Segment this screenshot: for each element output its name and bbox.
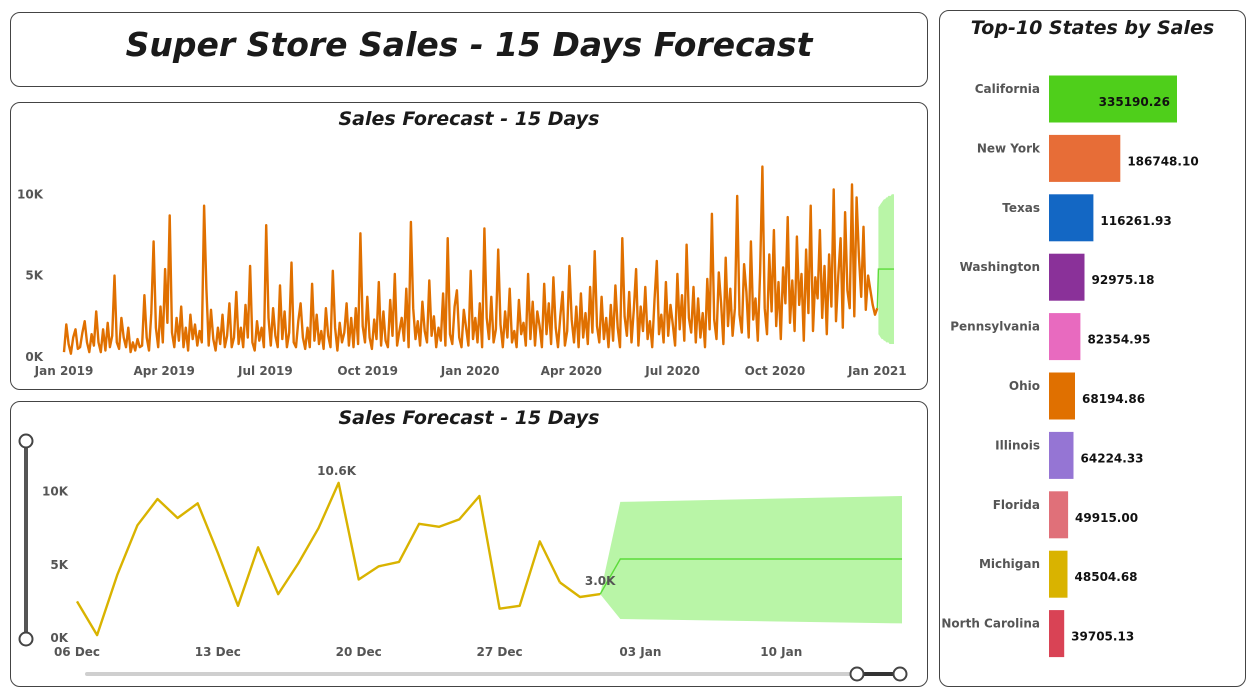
state-label: Washington [960, 260, 1040, 274]
bar-ohio[interactable] [1049, 372, 1075, 420]
bar-texas[interactable] [1049, 194, 1094, 242]
state-label: Illinois [995, 438, 1040, 452]
y-tick-label: 0K [50, 631, 68, 645]
state-label: Pennsylvania [950, 320, 1040, 334]
top-states-chart[interactable]: California 335190.26 New York 186748.10 Texa… [940, 11, 1247, 688]
y-range-slider-top-handle[interactable] [18, 433, 34, 449]
data-label-last: 3.0K [585, 574, 616, 588]
x-tick-label: Jul 2019 [237, 364, 293, 378]
top-states-title: Top-10 States by Sales [970, 17, 1215, 39]
bar-florida[interactable] [1049, 491, 1069, 539]
x-tick-label: Apr 2019 [133, 364, 194, 378]
state-label: Florida [993, 498, 1040, 512]
state-label: North Carolina [941, 617, 1040, 631]
x-tick-label: 20 Dec [336, 645, 382, 659]
value-label: 92975.18 [1092, 273, 1155, 287]
y-tick-label: 10K [42, 485, 69, 499]
x-tick-label: Apr 2020 [541, 364, 602, 378]
bar-illinois[interactable] [1049, 431, 1074, 479]
forecast-line[interactable] [599, 558, 902, 595]
value-label: 48504.68 [1075, 570, 1138, 584]
state-label: Texas [1002, 201, 1040, 215]
sales-forecast-title: Sales Forecast - 15 Days [338, 108, 600, 130]
sales-history-line[interactable] [62, 165, 879, 355]
state-label: New York [977, 141, 1041, 155]
top-states-panel: Top-10 States by Sales California 335190.… [939, 10, 1246, 687]
x-tick-label: 06 Dec [54, 645, 100, 659]
x-tick-label: 10 Jan [760, 645, 802, 659]
value-label: 68194.86 [1082, 392, 1145, 406]
sales-recent-line[interactable] [559, 581, 601, 599]
sales-history-line[interactable] [75, 481, 561, 637]
bar-pennsylvania[interactable] [1049, 313, 1081, 361]
value-label: 49915.00 [1075, 511, 1138, 525]
x-range-slider-right-handle[interactable] [892, 666, 908, 682]
dashboard-title: Super Store Sales - 15 Days Forecast [125, 25, 813, 64]
x-tick-label: 13 Dec [195, 645, 241, 659]
sales-forecast-chart[interactable]: 0K 5K 10K Jan 2019 Apr 2019 Jul 2019 Oct 2019 J… [11, 103, 929, 391]
y-tick-label: 0K [25, 350, 43, 364]
value-label: 64224.33 [1081, 451, 1144, 465]
value-label: 82354.95 [1087, 333, 1150, 347]
zoomed-forecast-title: Sales Forecast - 15 Days [338, 407, 600, 429]
x-tick-label: Oct 2019 [337, 364, 398, 378]
sales-forecast-panel: Sales Forecast - 15 Days 0K 5K 10K Jan 2019… [10, 102, 928, 390]
x-tick-label: Oct 2020 [745, 364, 806, 378]
y-tick-label: 10K [17, 187, 44, 201]
title-panel: Super Store Sales - 15 Days Forecast [10, 12, 928, 87]
forecast-line[interactable] [876, 268, 894, 309]
zoomed-forecast-panel: Sales Forecast - 15 Days 0K 5K 10K 06 Dec 13… [10, 401, 928, 687]
zoomed-forecast-chart[interactable]: 0K 5K 10K 06 Dec 13 Dec 20 Dec 27 Dec 03 Jan 10 … [11, 402, 929, 688]
bar-california[interactable] [1049, 75, 1177, 123]
value-label: 186748.10 [1127, 154, 1198, 168]
state-label: California [975, 82, 1040, 96]
y-range-slider-bottom-handle[interactable] [18, 631, 34, 647]
x-tick-label: Jan 2019 [34, 364, 94, 378]
x-tick-label: Jan 2021 [847, 364, 907, 378]
bar-washington[interactable] [1049, 253, 1085, 301]
forecast-confidence-band [600, 496, 902, 624]
value-label: 335190.26 [1099, 95, 1170, 109]
bar-north-carolina[interactable] [1049, 610, 1065, 658]
value-label: 39705.13 [1071, 630, 1134, 644]
value-label: 116261.93 [1100, 214, 1171, 228]
y-tick-label: 5K [50, 558, 68, 572]
data-label-peak: 10.6K [317, 464, 357, 478]
y-tick-label: 5K [25, 269, 43, 283]
bar-new-york[interactable] [1049, 134, 1121, 182]
x-tick-label: 27 Dec [477, 645, 523, 659]
bar-michigan[interactable] [1049, 550, 1068, 598]
x-tick-label: Jan 2020 [440, 364, 500, 378]
x-range-slider-left-handle[interactable] [849, 666, 865, 682]
x-tick-label: Jul 2020 [644, 364, 700, 378]
state-label: Ohio [1009, 379, 1040, 393]
state-label: Michigan [979, 557, 1040, 571]
x-tick-label: 03 Jan [619, 645, 661, 659]
